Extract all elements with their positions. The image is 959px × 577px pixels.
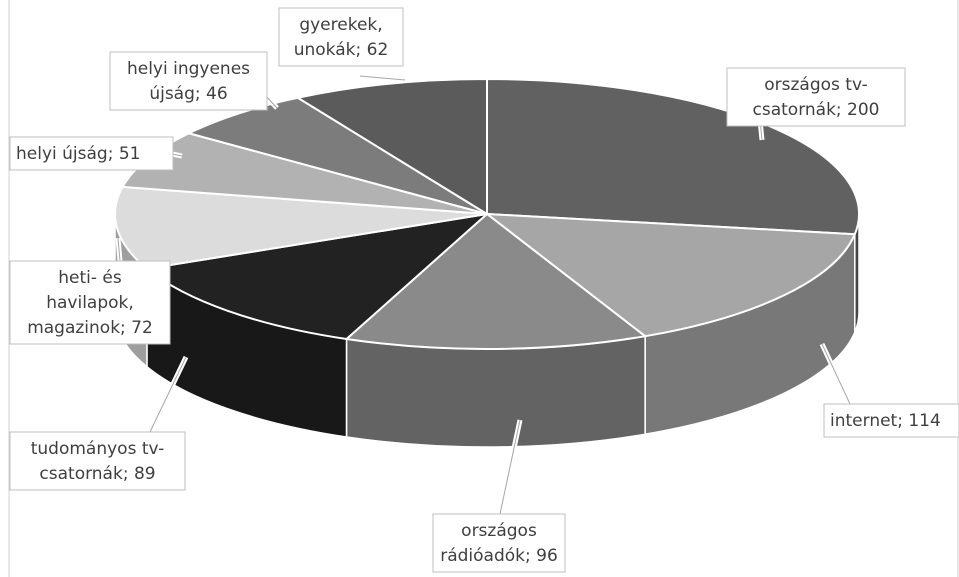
data-label-text-0-1: csatornák; 200 — [753, 100, 880, 120]
data-label-text-2-1: rádióadók; 96 — [440, 546, 558, 566]
data-label-text-5-0: helyi újság; 51 — [16, 144, 140, 164]
data-label-box-6 — [109, 51, 268, 111]
pie-slice-7 — [296, 78, 488, 215]
data-label-box-7 — [278, 7, 404, 67]
data-label-box-1 — [823, 403, 959, 438]
leader-line-edge-3 — [149, 356, 187, 433]
data-label-box-3 — [9, 431, 186, 491]
data-label-4: heti- és havilapok, magazinok; 72 — [9, 260, 171, 345]
data-label-text-4-0: heti- és — [58, 268, 122, 288]
pie-slice-2 — [345, 213, 647, 350]
pie-top-faces — [114, 78, 860, 350]
leader-lines — [115, 73, 853, 515]
data-label-text-2-0: országos — [461, 521, 537, 541]
data-label-text-0-0: országos tv- — [764, 75, 867, 95]
data-label-text-6-0: helyi ingyenes — [127, 59, 250, 79]
leader-line-edge-6 — [265, 95, 278, 109]
data-label-box-5 — [9, 136, 174, 171]
pie-slice-1 — [486, 213, 856, 338]
data-label-text-3-0: tudományos tv- — [31, 439, 165, 459]
leader-line-edge-2 — [499, 419, 521, 515]
data-label-box-2 — [432, 513, 566, 573]
data-label-text-4-1: havilapok, — [46, 293, 134, 313]
data-label-text-7-1: unokák; 62 — [294, 40, 389, 60]
pie-slice-6 — [187, 96, 488, 215]
pie-side-2 — [345, 335, 646, 448]
data-label-text-6-1: újság; 46 — [149, 84, 227, 104]
data-label-3: tudományos tv-csatornák; 89 — [9, 431, 186, 491]
data-label-box-4 — [9, 260, 171, 345]
data-label-6: helyi ingyenes újság; 46 — [109, 51, 268, 111]
leader-line-edge-5 — [171, 153, 183, 157]
data-label-text-7-0: gyerekek, — [299, 15, 382, 35]
data-label-2: országos rádióadók; 96 — [432, 513, 566, 573]
data-label-7: gyerekek, unokák; 62 — [278, 7, 404, 67]
leader-line-edge-1 — [821, 343, 851, 405]
data-label-text-4-2: magazinok; 72 — [27, 318, 153, 338]
leader-line-edge-4 — [117, 237, 121, 262]
data-labels: országos tv-csatornák; 200 internet; 114 o… — [9, 7, 959, 573]
data-label-1: internet; 114 — [823, 403, 959, 438]
data-label-5: helyi újság; 51 — [9, 136, 174, 171]
leader-line-edge-7 — [359, 75, 406, 81]
data-label-text-3-1: csatornák; 89 — [39, 464, 155, 484]
data-label-0: országos tv-csatornák; 200 — [726, 67, 906, 127]
data-label-box-0 — [726, 67, 906, 127]
data-label-text-1-0: internet; 114 — [830, 411, 941, 431]
